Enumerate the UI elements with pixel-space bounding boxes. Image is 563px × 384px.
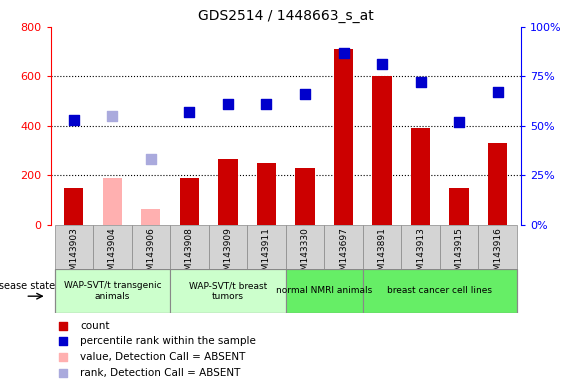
Bar [102, 178, 122, 225]
Point [59, 354, 68, 360]
Bar [324, 225, 363, 269]
Bar [363, 269, 517, 313]
Point [59, 338, 68, 344]
Text: GSM143908: GSM143908 [185, 227, 194, 282]
Text: GSM143916: GSM143916 [493, 227, 502, 282]
Bar [401, 225, 440, 269]
Bar [411, 128, 430, 225]
Text: normal NMRI animals: normal NMRI animals [276, 286, 372, 295]
Bar [257, 163, 276, 225]
Bar [209, 225, 247, 269]
Text: GSM143915: GSM143915 [454, 227, 463, 282]
Text: GSM143911: GSM143911 [262, 227, 271, 282]
Text: breast cancer cell lines: breast cancer cell lines [387, 286, 493, 295]
Bar [93, 225, 132, 269]
Text: disease state: disease state [0, 281, 55, 291]
Bar [334, 49, 353, 225]
Bar [247, 225, 286, 269]
Bar [55, 269, 170, 313]
Bar [141, 209, 160, 225]
Bar [372, 76, 392, 225]
Text: WAP-SVT/t transgenic
animals: WAP-SVT/t transgenic animals [64, 281, 161, 301]
Text: rank, Detection Call = ABSENT: rank, Detection Call = ABSENT [81, 367, 241, 377]
Point [185, 109, 194, 115]
Bar [449, 187, 469, 225]
Bar [55, 225, 93, 269]
Point [69, 117, 78, 123]
Point [454, 119, 463, 125]
Text: count: count [81, 321, 110, 331]
Point [262, 101, 271, 107]
Text: WAP-SVT/t breast
tumors: WAP-SVT/t breast tumors [189, 281, 267, 301]
Bar [296, 168, 315, 225]
Point [59, 323, 68, 329]
Text: GSM143904: GSM143904 [108, 227, 117, 282]
Bar [218, 159, 238, 225]
Text: GSM143909: GSM143909 [224, 227, 233, 282]
Text: GSM143330: GSM143330 [301, 227, 310, 282]
Bar [180, 178, 199, 225]
Bar [170, 225, 209, 269]
Bar [479, 225, 517, 269]
Bar [285, 269, 363, 313]
Bar [170, 269, 285, 313]
Point [59, 369, 68, 376]
Text: value, Detection Call = ABSENT: value, Detection Call = ABSENT [81, 352, 246, 362]
Point [108, 113, 117, 119]
Bar [363, 225, 401, 269]
Text: GSM143906: GSM143906 [146, 227, 155, 282]
Text: GSM143697: GSM143697 [339, 227, 348, 282]
Bar [488, 143, 507, 225]
Point [224, 101, 233, 107]
Point [146, 156, 155, 162]
Point [493, 89, 502, 95]
Bar [132, 225, 170, 269]
Bar [64, 187, 83, 225]
Point [301, 91, 310, 97]
Point [378, 61, 387, 68]
Point [416, 79, 425, 85]
Text: GSM143913: GSM143913 [416, 227, 425, 282]
Bar [285, 225, 324, 269]
Bar [440, 225, 479, 269]
Text: GSM143903: GSM143903 [69, 227, 78, 282]
Title: GDS2514 / 1448663_s_at: GDS2514 / 1448663_s_at [198, 9, 374, 23]
Text: GSM143891: GSM143891 [378, 227, 387, 282]
Text: percentile rank within the sample: percentile rank within the sample [81, 336, 256, 346]
Point [339, 50, 348, 56]
